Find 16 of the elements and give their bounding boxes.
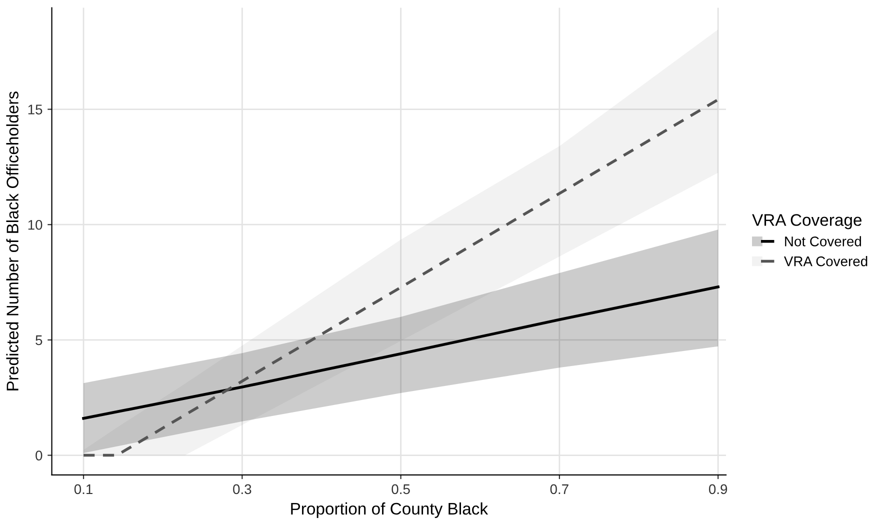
- line-series: [82, 98, 720, 457]
- legend-label: Not Covered: [785, 236, 862, 246]
- x-tick-label: 0.3: [233, 484, 252, 494]
- y-axis-title: Predicted Number of Black Officeholders: [6, 92, 18, 390]
- y-tick-label: 5: [36, 335, 42, 346]
- legend-title: VRA Coverage: [752, 214, 862, 230]
- legend-label: VRA Covered: [784, 256, 868, 266]
- x-tick-label: 0.1: [74, 484, 92, 494]
- x-tick-label: 0.7: [550, 484, 568, 494]
- x-axis-title: Proportion of County Black: [291, 502, 488, 518]
- y-tick-label: 10: [28, 220, 42, 230]
- x-tick-label: 0.9: [708, 484, 728, 494]
- line-series: [82, 286, 720, 420]
- x-tick-label: 0.5: [392, 484, 410, 494]
- y-tick-label: 15: [28, 104, 42, 114]
- y-tick-label: 0: [36, 450, 42, 460]
